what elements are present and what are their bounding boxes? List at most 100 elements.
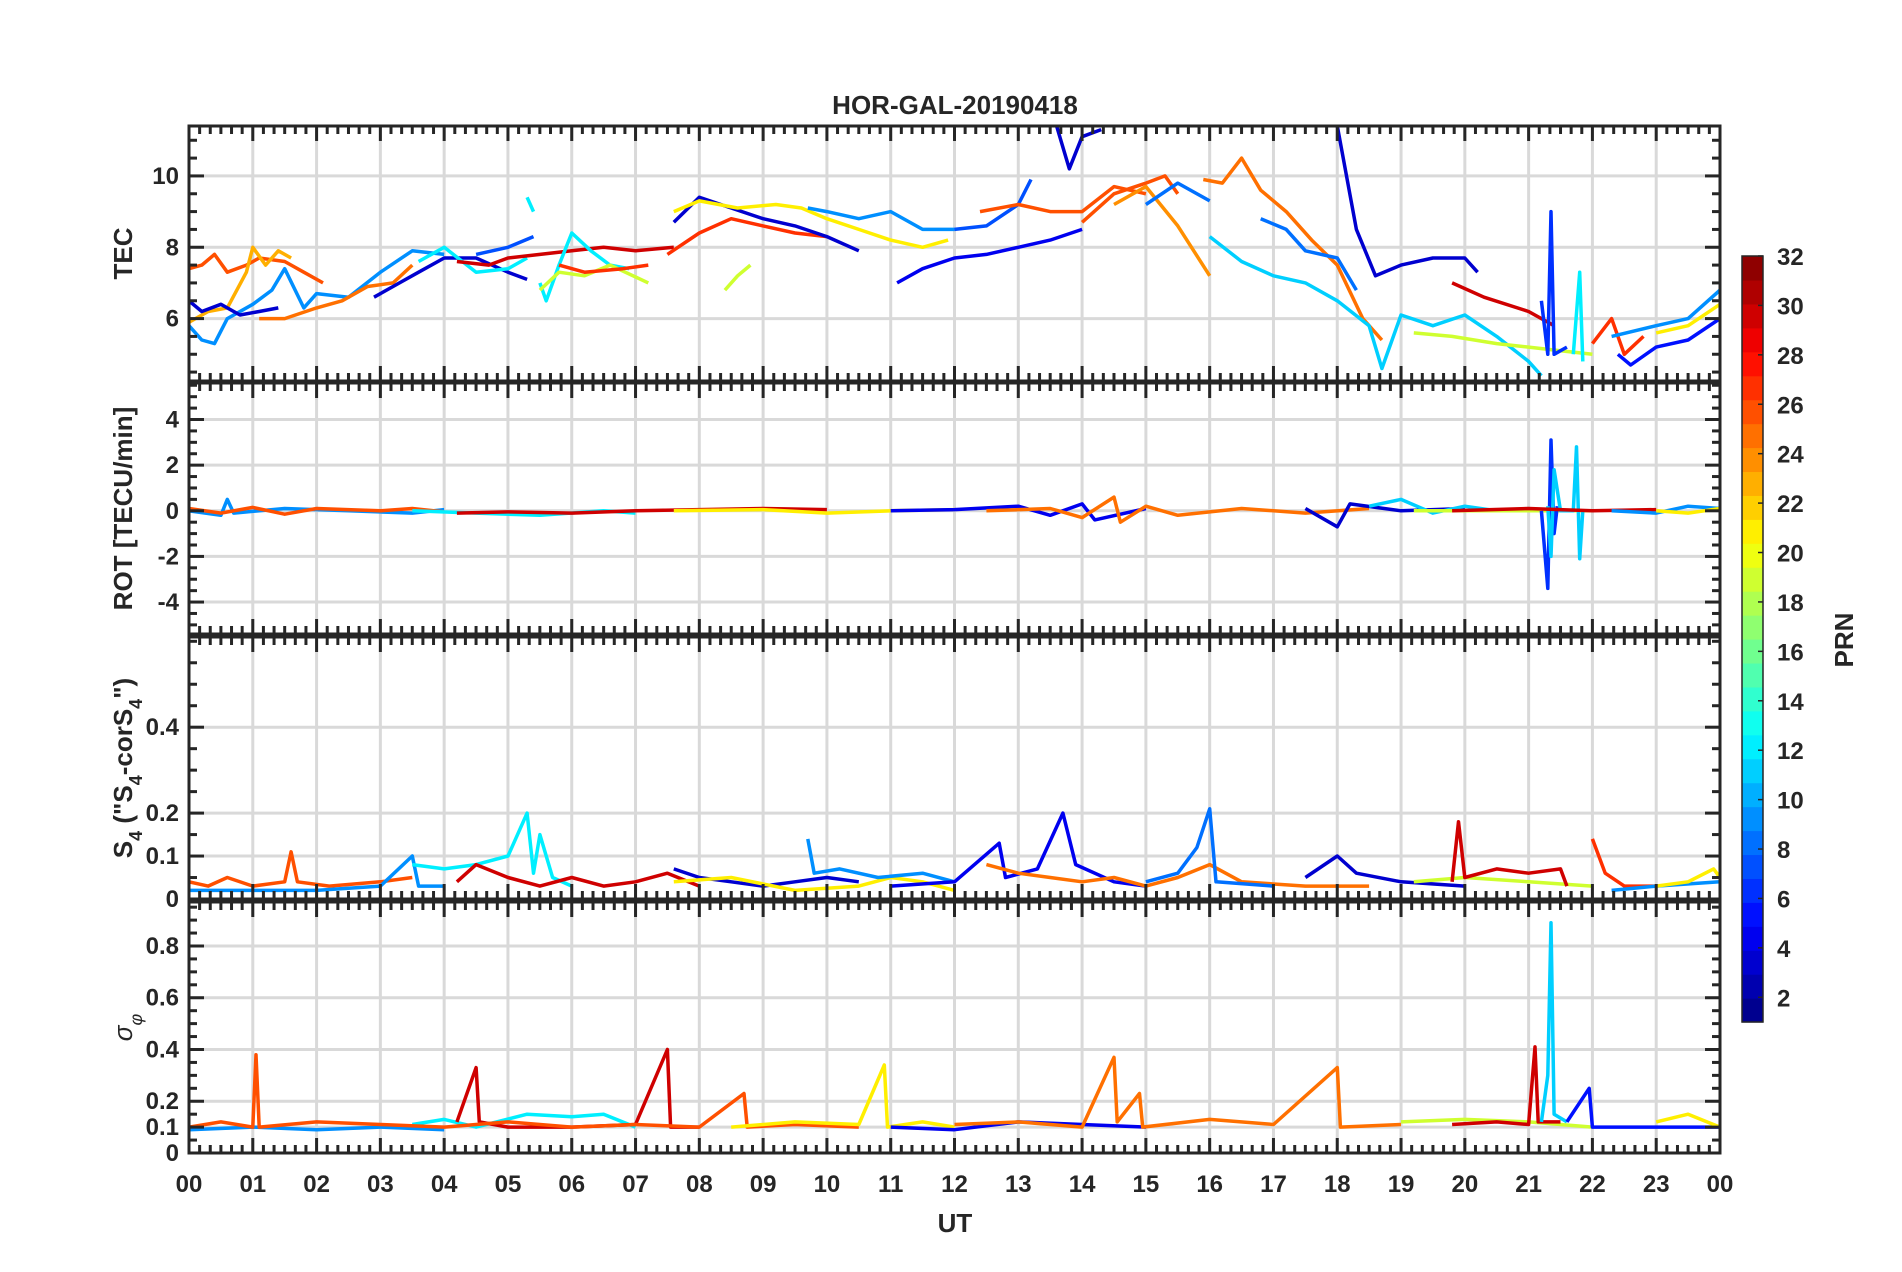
series-prn-21 — [673, 875, 955, 893]
colorbar-band — [1742, 543, 1763, 568]
y-tick-label: -2 — [158, 543, 179, 570]
colorbar-band — [1742, 902, 1763, 927]
series-prn-30 — [456, 245, 674, 267]
colorbar-tick-label: 6 — [1777, 886, 1790, 913]
y-tick-label: -4 — [158, 589, 180, 616]
x-tick-label: 10 — [814, 1171, 841, 1198]
colorbar-band — [1742, 710, 1763, 736]
series-prn-21 — [731, 1063, 955, 1129]
series-prn-12 — [417, 245, 528, 274]
y-tick-label: 0.2 — [146, 1088, 179, 1115]
colorbar-band — [1742, 279, 1763, 305]
x-tick-label: 09 — [750, 1171, 777, 1198]
series-prn-6 — [1539, 438, 1560, 591]
colorbar-tick-label: 8 — [1777, 837, 1790, 864]
x-tick-label: 03 — [367, 1171, 394, 1198]
panel-s4: 00.10.20.4S4 ("S4-corS4") — [108, 635, 1722, 913]
x-tick-label: 20 — [1451, 1171, 1478, 1198]
series-group — [189, 920, 1720, 1132]
x-tick-label: 14 — [1069, 1171, 1096, 1198]
x-tick-label: 02 — [303, 1171, 330, 1198]
series-prn-25 — [259, 263, 414, 321]
series-prn-30 — [455, 862, 700, 888]
series-prn-4 — [890, 502, 1147, 522]
y-tick-label: 0 — [166, 1140, 179, 1167]
y-tick-label: 4 — [166, 407, 180, 434]
series-prn-9 — [189, 249, 445, 346]
y-tick-label: 0.4 — [146, 714, 180, 741]
y-axis-label: ROT [TECU/min] — [108, 407, 138, 611]
y-label-part: φ — [126, 1014, 146, 1026]
series-prn-27 — [558, 263, 649, 274]
colorbar-band — [1742, 399, 1763, 425]
series-prn-25 — [1202, 156, 1384, 342]
colorbar-tick-label: 26 — [1777, 392, 1804, 419]
colorbar-band — [1742, 830, 1763, 856]
colorbar-tick-label: 30 — [1777, 293, 1804, 320]
colorbar-tick-label: 28 — [1777, 343, 1804, 370]
series-prn-9 — [806, 838, 955, 884]
series-prn-9 — [1611, 504, 1720, 515]
colorbar-band — [1742, 878, 1763, 903]
series-prn-9 — [1611, 288, 1720, 339]
series-prn-19 — [723, 263, 752, 292]
y-label-part: σ — [108, 1024, 138, 1041]
series-prn-9 — [807, 206, 955, 232]
series-prn-24 — [1113, 184, 1212, 277]
y-label-part: 4 — [126, 699, 146, 709]
colorbar-tick-label: 4 — [1777, 936, 1791, 963]
series-prn-12 — [412, 811, 573, 888]
colorbar-band — [1742, 567, 1763, 592]
colorbar-tick-label: 22 — [1777, 491, 1804, 518]
y-tick-label: 0 — [166, 498, 179, 525]
x-tick-label: 17 — [1260, 1171, 1287, 1198]
series-prn-12 — [412, 1112, 637, 1129]
y-axis-label: S4 ("S4-corS4") — [108, 678, 146, 858]
colorbar-band — [1742, 639, 1763, 664]
y-label-part: S — [108, 841, 138, 858]
series-prn-27 — [666, 216, 828, 256]
y-tick-label: 2 — [166, 452, 179, 479]
x-tick-label: 19 — [1388, 1171, 1415, 1198]
colorbar-band — [1742, 351, 1763, 377]
series-prn-6 — [1539, 209, 1568, 357]
x-tick-label: 23 — [1643, 1171, 1670, 1198]
series-prn-12 — [525, 196, 536, 213]
x-tick-label: 05 — [495, 1171, 522, 1198]
colorbar-band — [1742, 495, 1763, 520]
y-label-part: ") — [108, 678, 138, 699]
y-axis-label: σφ — [108, 1014, 146, 1042]
colorbar-band — [1742, 662, 1763, 688]
y-tick-label: 0.1 — [146, 1114, 179, 1141]
y-tick-label: 0 — [166, 886, 179, 913]
colorbar-band — [1742, 447, 1763, 473]
series-group — [189, 438, 1720, 591]
series-prn-25 — [954, 1055, 1402, 1129]
colorbar-band — [1742, 806, 1763, 832]
x-axis-label: UT — [938, 1208, 973, 1238]
series-prn-26 — [189, 850, 413, 888]
x-tick-label: 15 — [1133, 1171, 1160, 1198]
series-prn-26 — [979, 184, 1147, 214]
series-prn-3 — [1304, 854, 1465, 888]
y-tick-label: 0.6 — [146, 985, 179, 1012]
series-prn-19 — [1413, 875, 1593, 888]
colorbar-band — [1742, 758, 1763, 784]
colorbar-band — [1742, 854, 1763, 879]
series-prn-26 — [1080, 174, 1180, 224]
x-tick-label: 00 — [1707, 1171, 1734, 1198]
chart-title: HOR-GAL-20190418 — [832, 90, 1078, 120]
colorbar-band — [1742, 519, 1763, 544]
colorbar-band — [1742, 375, 1763, 401]
colorbar-tick-label: 16 — [1777, 639, 1804, 666]
series-prn-26 — [189, 252, 324, 285]
series-prn-23 — [189, 245, 292, 324]
x-tick-label: 06 — [558, 1171, 585, 1198]
y-label-part: ("S — [108, 785, 138, 831]
colorbar-tick-label: 32 — [1777, 244, 1804, 271]
series-prn-8 — [1260, 217, 1358, 291]
colorbar-tick-label: 14 — [1777, 689, 1804, 716]
panel-rot: -4 -2 0 2 4 ROT [TECU/min] — [108, 381, 1722, 636]
x-tick-label: 22 — [1579, 1171, 1606, 1198]
